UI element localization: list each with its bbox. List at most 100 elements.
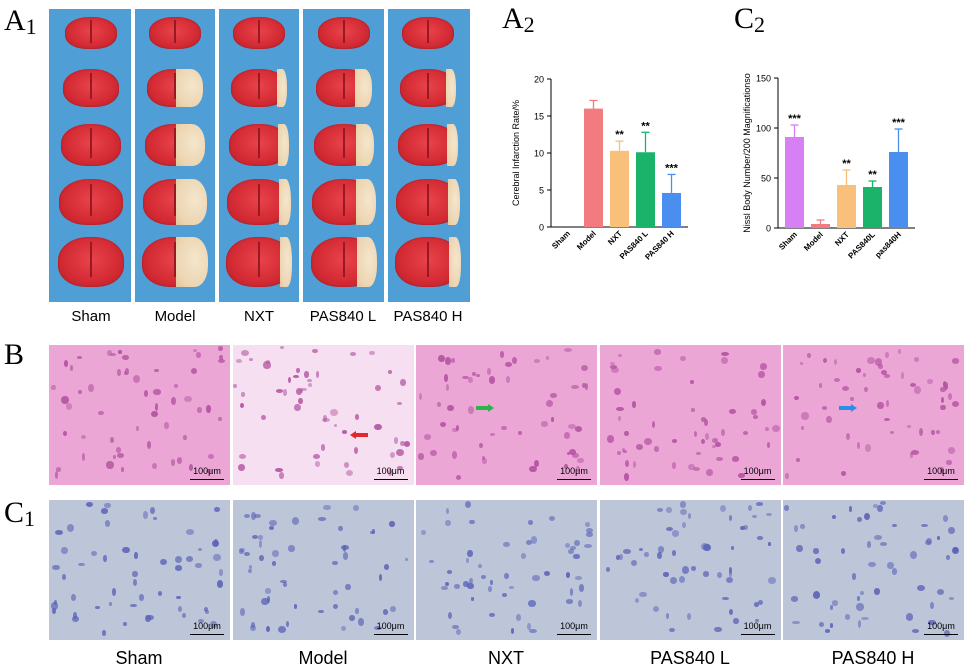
brain-slice — [226, 237, 292, 287]
histology-group-label: PAS840 L — [650, 648, 730, 668]
bar — [889, 152, 908, 228]
histology-group-label: Sham — [115, 648, 163, 668]
he-stain-strip: 100μm 100μm 100μm 100μm 100μm — [49, 345, 965, 485]
scale-bar: 100μm — [190, 465, 224, 480]
panel-label-c2: C2 — [734, 2, 766, 37]
significance-label: ** — [615, 129, 624, 141]
brain-slice — [402, 17, 454, 49]
panel-label-a1: A1 — [4, 4, 37, 39]
brain-slice — [142, 237, 208, 287]
slice-column-divider — [131, 9, 135, 302]
y-tick-label: 100 — [756, 124, 771, 134]
y-axis-label: Nissl Body Number/200 Magnificationso — [742, 73, 752, 233]
slice-group-label: PAS840 H — [393, 308, 463, 325]
y-tick-label: 0 — [766, 224, 771, 234]
histology-tile: 100μm — [49, 500, 230, 640]
y-tick-label: 50 — [761, 174, 771, 184]
brain-slice — [58, 237, 124, 287]
histology-tile: 100μm — [416, 500, 597, 640]
scale-bar: 100μm — [740, 465, 775, 480]
significance-label: *** — [788, 113, 802, 125]
bar — [811, 224, 830, 228]
nissl-stain-strip: 100μm 100μm 100μm 100μm 100μm — [49, 500, 965, 640]
histology-tile: 100μm — [599, 345, 781, 485]
scale-bar: 100μm — [190, 620, 224, 635]
significance-label: ** — [842, 158, 851, 170]
brain-slice — [400, 69, 456, 107]
brain-slice — [59, 179, 123, 225]
y-tick-label: 15 — [534, 112, 544, 122]
slice-group-label: NXT — [244, 308, 274, 325]
y-axis-label: Cerebral Infarction Rate/% — [511, 100, 521, 206]
arrow-pas840h-blue — [839, 404, 857, 412]
histology-group-label: NXT — [488, 648, 524, 668]
significance-label: ** — [868, 169, 877, 181]
slice-column-divider — [299, 9, 303, 302]
slice-group-label: PAS840 L — [309, 308, 377, 325]
x-tick-label: NXT — [833, 230, 851, 248]
brain-slice — [310, 237, 377, 287]
bar — [636, 152, 655, 227]
bar — [863, 187, 882, 228]
brain-slices-photo — [49, 9, 470, 302]
x-tick-label: Model — [802, 230, 825, 253]
panel-label-b: B — [4, 338, 25, 371]
brain-slice — [227, 179, 291, 225]
brain-slice — [313, 124, 374, 166]
scale-bar: 100μm — [924, 465, 958, 480]
histology-tile: 100μm — [232, 500, 414, 640]
x-tick-label: Model — [575, 229, 598, 252]
bar — [584, 108, 603, 227]
brain-slice — [233, 17, 285, 49]
histology-tile: 100μm — [49, 345, 230, 485]
histology-tile: 100μm — [416, 345, 597, 485]
y-tick-label: 20 — [534, 75, 544, 85]
significance-label: *** — [665, 162, 679, 174]
slice-group-label: Sham — [71, 308, 111, 325]
panel-label-a2: A2 — [502, 2, 535, 37]
brain-slice — [395, 237, 461, 287]
brain-slice — [315, 69, 372, 107]
arrow-model-red — [350, 431, 368, 439]
scale-bar: 100μm — [373, 465, 408, 480]
scale-bar: 100μm — [924, 620, 958, 635]
brain-slice — [143, 179, 207, 225]
scale-bar: 100μm — [557, 465, 591, 480]
histology-tile: 100μm — [599, 500, 781, 640]
nissl-body-chart: 0 50 100 150 Nissl Body Number/200 Magnifica… — [742, 73, 915, 261]
x-tick-label: PAS840L — [846, 230, 877, 261]
y-tick-label: 5 — [539, 186, 544, 196]
x-tick-label: Sham — [550, 229, 572, 251]
slice-column-divider — [215, 9, 219, 302]
arrow-nxt-green — [476, 404, 494, 412]
brain-slice — [398, 124, 458, 166]
significance-label: ** — [641, 120, 650, 132]
brain-slice — [396, 179, 460, 225]
brain-slice — [229, 124, 289, 166]
brain-slice — [65, 17, 117, 49]
y-tick-label: 0 — [539, 223, 544, 233]
bar — [785, 137, 804, 228]
brain-slice — [61, 124, 121, 166]
slice-column-divider — [384, 9, 388, 302]
brain-slice — [145, 124, 205, 166]
brain-slice — [317, 17, 370, 49]
y-tick-label: 150 — [756, 74, 771, 84]
histology-tile: 100μm — [783, 345, 964, 485]
bar — [837, 185, 856, 228]
scale-bar: 100μm — [740, 620, 775, 635]
x-tick-label: pas840H — [873, 230, 903, 260]
histology-tile: 100μm — [783, 500, 964, 640]
scale-bar: 100μm — [557, 620, 591, 635]
bar — [662, 192, 681, 227]
histology-tile: 100μm — [232, 345, 414, 485]
brain-slice — [147, 69, 203, 107]
slice-group-label: Model — [154, 308, 196, 325]
brain-slice — [149, 17, 201, 49]
bar — [610, 150, 629, 227]
histology-group-label: PAS840 H — [831, 648, 915, 668]
brain-slice — [63, 69, 119, 107]
x-tick-label: NXT — [606, 229, 624, 247]
scale-bar: 100μm — [373, 620, 408, 635]
brain-slice — [311, 179, 376, 225]
